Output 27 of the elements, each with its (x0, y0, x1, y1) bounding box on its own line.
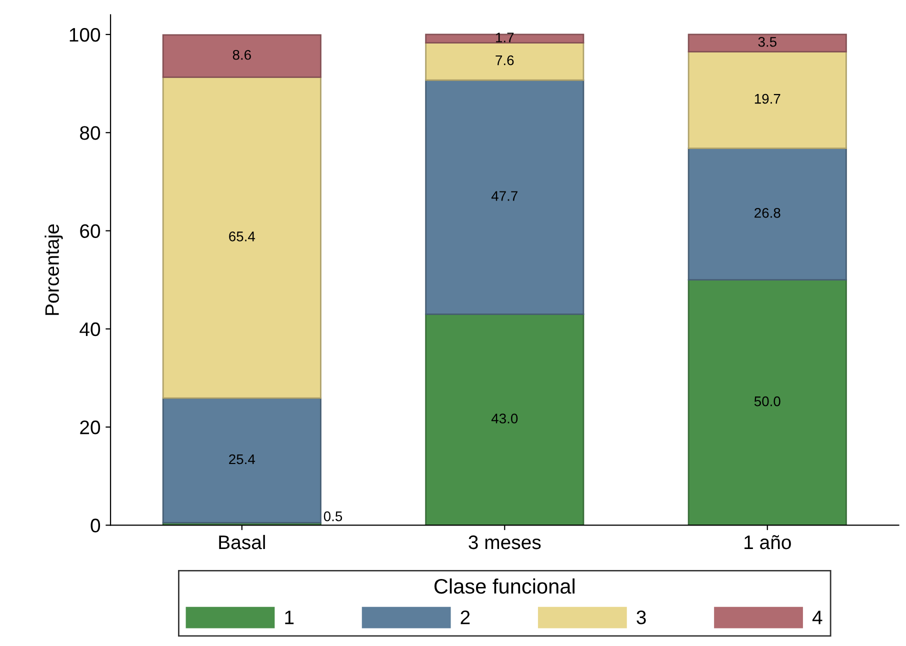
legend-label: 1 (285, 610, 294, 624)
legend-label: 4 (812, 610, 822, 624)
y-tick-label: 20 (80, 420, 100, 434)
data-label: 50.0 (754, 396, 780, 406)
x-tick-label: 3 meses (468, 535, 541, 550)
data-label: 1.7 (496, 32, 514, 42)
y-tick-label: 0 (90, 518, 100, 532)
legend-title: Clase funcional (434, 578, 574, 594)
data-label: 0.5 (324, 511, 342, 522)
data-label: 65.4 (229, 232, 256, 242)
data-label: 7.6 (496, 55, 514, 66)
data-label: 43.0 (491, 414, 518, 424)
data-label: 26.8 (754, 208, 780, 218)
y-axis-title: Porcentaje (44, 224, 63, 315)
data-label: 8.6 (232, 50, 251, 60)
data-label: 3.5 (758, 36, 776, 47)
y-tick-label: 60 (80, 224, 100, 238)
y-tick-label: 100 (70, 28, 100, 42)
legend-label: 3 (636, 610, 646, 624)
x-tick-label: 1 año (744, 535, 791, 550)
x-tick-label: Basal (219, 534, 265, 550)
data-label: 47.7 (491, 191, 518, 201)
y-tick-label: 40 (80, 322, 100, 336)
data-label: 19.7 (754, 94, 780, 104)
data-label: 25.4 (229, 454, 256, 464)
y-tick-label: 80 (80, 126, 100, 140)
legend-label: 2 (460, 610, 470, 624)
